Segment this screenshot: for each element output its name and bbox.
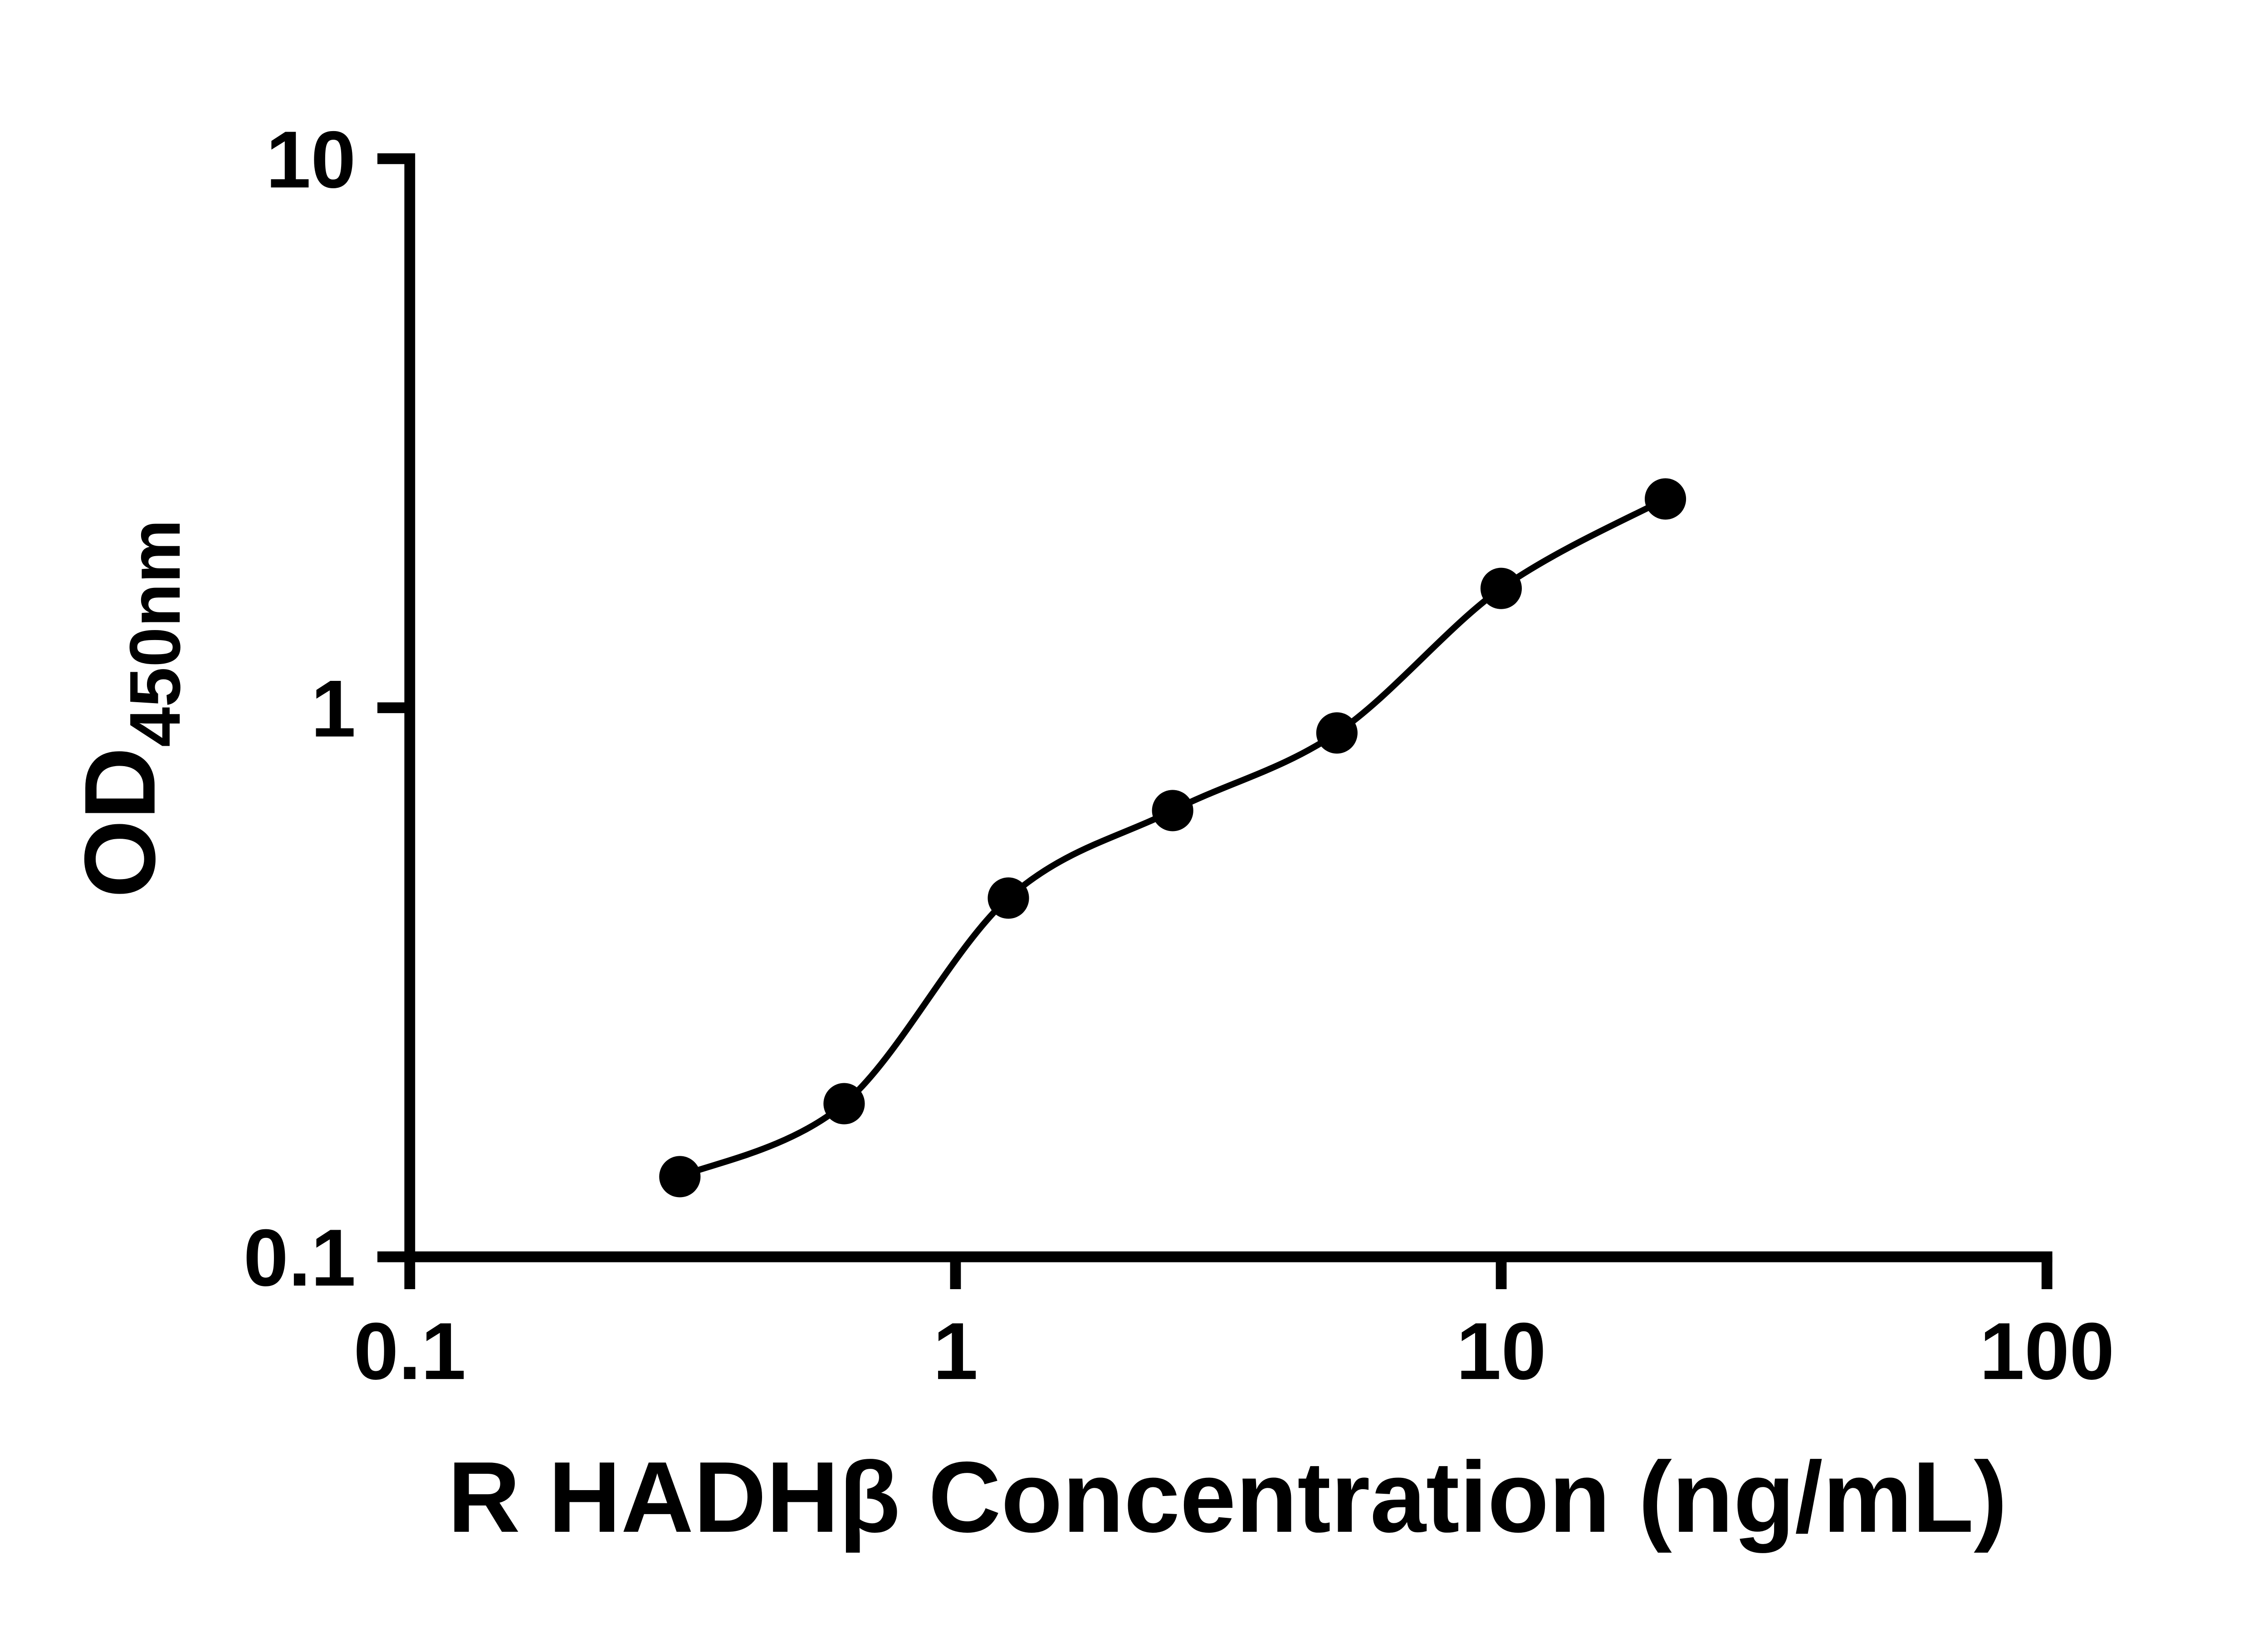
data-point-marker <box>1480 567 1522 609</box>
x-tick-label: 10 <box>1456 1306 1546 1396</box>
y-axis-title: OD450nm <box>64 519 195 898</box>
data-point-marker <box>823 1083 865 1125</box>
data-point-marker <box>659 1156 701 1198</box>
y-axis-title-subscript: 450nm <box>115 519 195 747</box>
plot-area: 0.1 1 10 100 0.1 1 10 <box>244 114 2115 1396</box>
y-tick-label: 1 <box>311 664 356 754</box>
data-point-marker <box>1316 712 1358 754</box>
data-point-marker <box>987 877 1029 919</box>
data-point-marker <box>1644 478 1686 520</box>
axis-spine <box>404 153 2053 1262</box>
y-axis-title-main: OD <box>64 747 176 898</box>
y-tick-label: 0.1 <box>244 1213 356 1303</box>
x-tick-label: 100 <box>1980 1306 2114 1396</box>
x-tick-label: 1 <box>933 1306 978 1396</box>
x-axis-title: R HADHβ Concentration (ng/mL) <box>448 1441 2007 1554</box>
x-tick-label: 0.1 <box>353 1306 466 1396</box>
data-point-marker <box>1152 790 1193 831</box>
y-tick-label: 10 <box>266 114 356 205</box>
